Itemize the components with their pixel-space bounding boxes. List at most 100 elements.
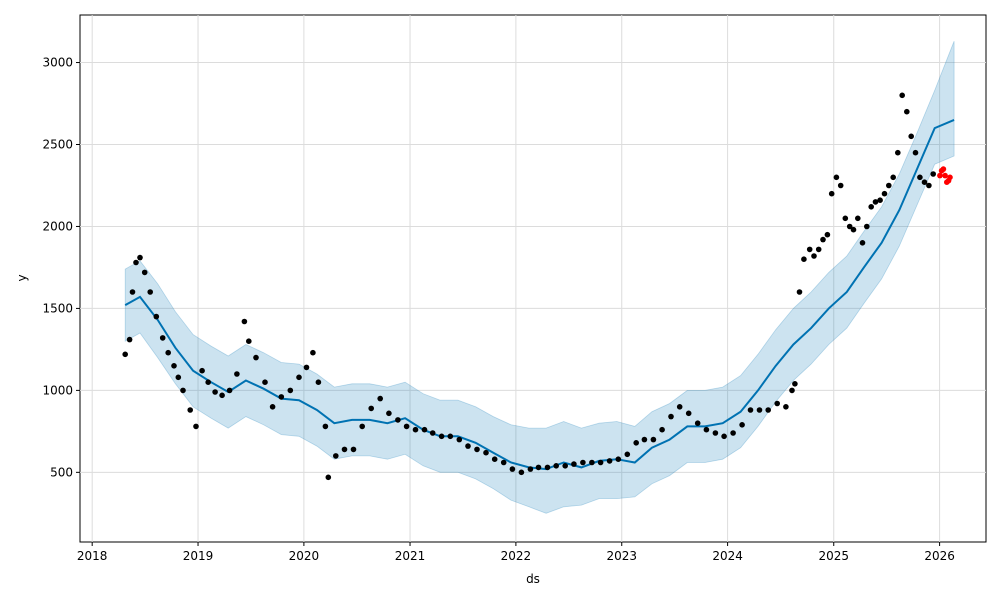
observed-point [890, 174, 896, 181]
observed-point [641, 436, 648, 443]
observed-point [278, 394, 285, 400]
observed-point [553, 463, 559, 469]
future-point [937, 172, 943, 179]
observed-point [219, 392, 225, 399]
y-tick-label: 2500 [42, 137, 73, 151]
observed-points [122, 92, 953, 481]
observed-point [129, 289, 136, 295]
observed-point [226, 387, 233, 394]
observed-point [747, 407, 754, 413]
observed-point [199, 367, 205, 374]
observed-point [783, 404, 789, 410]
observed-point [624, 451, 631, 458]
x-axis-label: ds [526, 572, 540, 586]
observed-point [544, 464, 551, 471]
observed-point [765, 407, 771, 413]
observed-point [491, 456, 498, 463]
observed-point [447, 433, 454, 440]
future-point [942, 172, 948, 179]
observed-point [756, 407, 763, 413]
observed-point [287, 387, 294, 394]
observed-point [824, 231, 831, 238]
observed-point [895, 149, 901, 156]
observed-point [322, 423, 329, 430]
observed-point [877, 197, 883, 203]
observed-point [721, 433, 727, 440]
observed-point [926, 182, 932, 189]
observed-point [571, 461, 577, 467]
observed-point [518, 469, 525, 476]
observed-point [676, 404, 683, 410]
observed-point [333, 453, 339, 459]
observed-point [165, 349, 171, 356]
observed-point [159, 335, 166, 341]
observed-point [789, 387, 795, 394]
observed-point [325, 474, 332, 481]
observed-point [535, 464, 542, 471]
observed-point [341, 446, 348, 453]
observed-point [597, 459, 604, 466]
observed-point [712, 430, 719, 436]
observed-point [633, 440, 639, 446]
observed-point [811, 253, 817, 259]
x-axis: 2018 2019 2020 2021 2022 2023 2024 2025 2026 [77, 542, 955, 563]
observed-point [899, 92, 905, 99]
observed-point [212, 389, 218, 395]
observed-point [730, 430, 736, 436]
observed-point [846, 223, 853, 230]
observed-point [650, 436, 657, 443]
y-tick-label: 2000 [42, 219, 73, 233]
x-tick-label: 2026 [924, 549, 955, 563]
observed-point [509, 466, 516, 472]
observed-point [269, 404, 276, 410]
observed-point [126, 336, 133, 343]
observed-point [842, 215, 849, 222]
observed-point [122, 351, 128, 358]
observed-point [386, 410, 392, 417]
observed-point [562, 463, 568, 469]
observed-point [438, 433, 445, 440]
observed-point [395, 417, 401, 423]
observed-point [377, 395, 384, 402]
observed-point [500, 459, 507, 466]
observed-point [246, 338, 252, 345]
observed-point [403, 423, 410, 430]
observed-point [527, 466, 534, 472]
observed-point [180, 387, 186, 394]
observed-point [703, 426, 710, 433]
observed-point [837, 182, 844, 189]
uncertainty-band-area [124, 41, 955, 514]
observed-point [668, 413, 674, 420]
observed-point [792, 381, 798, 387]
observed-point [930, 171, 936, 177]
observed-point [171, 363, 177, 369]
observed-point [474, 446, 480, 453]
x-tick-label: 2023 [606, 549, 637, 563]
observed-point [833, 174, 840, 181]
observed-point [864, 223, 870, 230]
observed-point [796, 289, 803, 295]
observed-point [685, 410, 692, 417]
observed-point [855, 215, 861, 222]
observed-point [205, 379, 211, 386]
observed-point [429, 430, 436, 436]
observed-point [187, 407, 193, 413]
x-tick-label: 2025 [818, 549, 849, 563]
observed-point [806, 246, 813, 253]
x-tick-label: 2022 [501, 549, 532, 563]
observed-point [141, 269, 148, 276]
observed-point [881, 190, 888, 197]
observed-point [774, 400, 780, 407]
observed-point [801, 256, 807, 263]
y-tick-label: 1500 [42, 301, 73, 315]
x-tick-label: 2019 [183, 549, 214, 563]
observed-point [483, 449, 489, 456]
observed-point [872, 199, 879, 205]
observed-point [234, 371, 240, 377]
observed-point [253, 354, 259, 361]
observed-point [912, 149, 919, 156]
x-tick-label: 2020 [289, 549, 320, 563]
x-tick-label: 2024 [712, 549, 743, 563]
y-tick-label: 1000 [42, 383, 73, 397]
